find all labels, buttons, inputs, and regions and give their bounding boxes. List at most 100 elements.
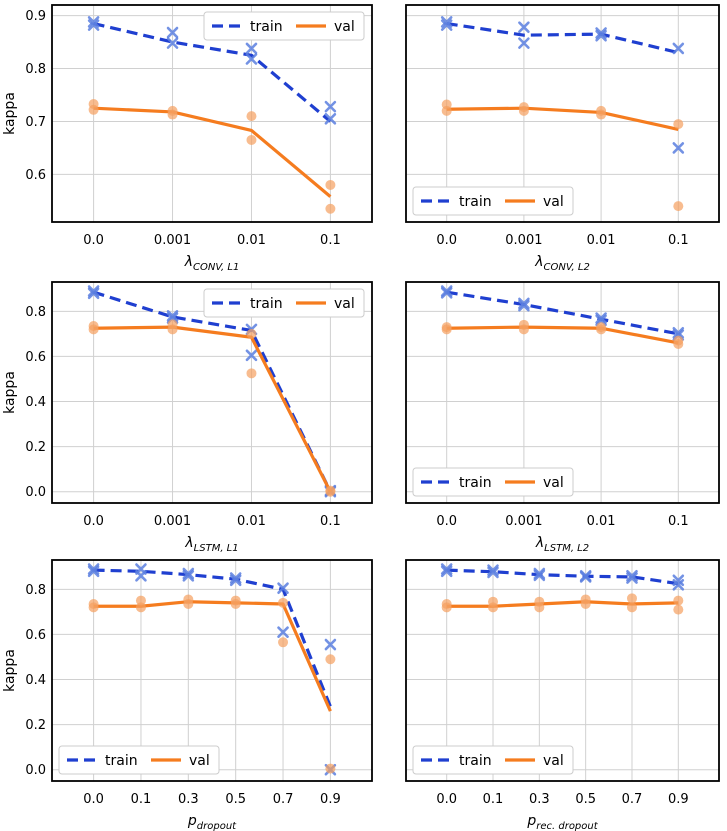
y-tick-label: 0.2	[25, 440, 46, 455]
x-tick-label: 0.7	[622, 792, 643, 807]
legend-box	[412, 467, 574, 497]
train-point	[672, 42, 685, 55]
val-point	[518, 324, 529, 335]
series-line-val	[446, 600, 679, 608]
val-point	[230, 598, 241, 609]
x-tick-label: 0.0	[436, 514, 457, 529]
val-point	[580, 598, 591, 609]
train-point	[595, 27, 607, 39]
val-point	[534, 602, 545, 613]
val-point	[488, 602, 499, 613]
legend-train-label: train	[459, 475, 492, 491]
y-axis-label: kappa	[2, 649, 18, 692]
train-point	[182, 569, 195, 582]
panel-rec-dropout: 0.0 0.1 0.3 0.5 0.7 0.9 prec. dropout train val	[405, 559, 720, 831]
axes-frame	[51, 281, 373, 504]
y-tick-label: 0.7	[25, 115, 46, 130]
train-point	[277, 626, 289, 638]
train-point	[440, 16, 453, 28]
train-point	[440, 287, 453, 299]
x-axis-label: λCONV, L1	[184, 254, 240, 273]
val-point	[183, 598, 194, 609]
legend: train val	[412, 467, 574, 497]
x-tick-label: 0.0	[436, 233, 457, 248]
val-point	[626, 602, 637, 613]
val-point	[325, 486, 336, 497]
val-point	[246, 111, 257, 122]
val-point	[673, 201, 684, 212]
series-line-train	[446, 21, 679, 55]
train-point	[87, 285, 100, 297]
legend-box	[203, 11, 365, 41]
train-point	[518, 299, 530, 312]
train-point	[672, 142, 685, 154]
x-axis-label-symbol: λ	[184, 535, 193, 551]
x-axis-label-subscript: rec. dropout	[536, 821, 599, 831]
legend: train val	[58, 745, 220, 775]
val-point	[167, 324, 178, 335]
train-point	[595, 312, 607, 324]
y-tick-label: 0.6	[25, 628, 46, 643]
x-tick-label: 0.001	[154, 514, 191, 529]
train-point	[87, 287, 100, 300]
legend-box	[412, 745, 574, 775]
x-axis-label-symbol: λ	[535, 535, 544, 551]
legend-val-label: val	[543, 194, 564, 210]
y-tick-label: 0.9	[25, 9, 46, 24]
val-point	[441, 105, 452, 116]
val-point	[278, 597, 289, 608]
val-point	[246, 328, 257, 339]
y-tick-label: 0.0	[25, 763, 46, 778]
x-tick-label: 0.0	[83, 233, 104, 248]
y-tick-label: 0.0	[25, 485, 46, 500]
val-point	[518, 105, 529, 116]
val-point	[88, 602, 99, 613]
y-tick-label: 0.6	[25, 350, 46, 365]
val-point	[673, 119, 684, 130]
series-line-train	[446, 568, 679, 586]
axes-frame	[51, 559, 373, 782]
x-tick-label: 0.01	[237, 233, 266, 248]
x-axis-label: λLSTM, L1	[184, 535, 238, 554]
val-point	[325, 179, 336, 190]
legend: train val	[412, 186, 574, 216]
x-axis-label: pdropout	[187, 813, 237, 831]
x-axis-label-subscript: dropout	[197, 821, 237, 831]
val-point	[278, 637, 289, 648]
legend-box	[58, 745, 220, 775]
y-tick-label: 0.8	[25, 583, 46, 598]
x-tick-label: 0.001	[154, 233, 191, 248]
legend-train-label: train	[250, 19, 283, 35]
x-tick-label: 0.0	[83, 514, 104, 529]
train-point	[229, 572, 242, 584]
train-point	[229, 574, 242, 587]
train-point	[166, 37, 179, 49]
legend-val-label: val	[334, 19, 355, 35]
x-axis-label-symbol: p	[187, 813, 197, 829]
train-point	[245, 53, 258, 65]
train-point	[245, 349, 258, 362]
train-point	[518, 37, 530, 49]
train-point	[672, 579, 685, 591]
legend-val-label: val	[543, 753, 564, 769]
x-tick-label: 0.9	[668, 792, 689, 807]
legend-box	[203, 288, 365, 318]
y-tick-label: 0.8	[25, 62, 46, 77]
x-axis-label: prec. dropout	[526, 813, 598, 831]
x-tick-label: 0.001	[505, 233, 542, 248]
series-line-train	[93, 290, 332, 493]
val-point	[135, 602, 146, 613]
y-tick-label: 0.4	[25, 395, 46, 410]
train-point	[245, 42, 258, 55]
val-point	[441, 602, 452, 613]
legend: train val	[412, 745, 574, 775]
legend-val-label: val	[543, 475, 564, 491]
y-axis-label: kappa	[2, 92, 18, 135]
series-line-val	[93, 325, 332, 493]
val-point	[673, 595, 684, 606]
legend-val-label: val	[334, 296, 355, 312]
y-tick-label: 0.2	[25, 718, 46, 733]
val-point	[88, 104, 99, 115]
train-point	[440, 563, 453, 575]
